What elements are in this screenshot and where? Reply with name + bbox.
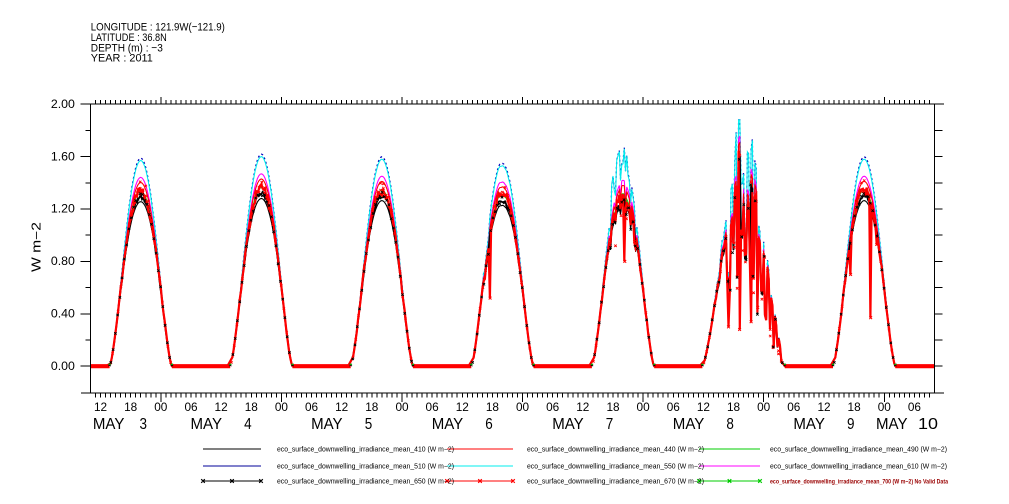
svg-text:18: 18 xyxy=(727,400,741,414)
svg-text:0.40: 0.40 xyxy=(51,308,75,321)
svg-text:MAY: MAY xyxy=(93,416,125,433)
svg-text:DEPTH (m) : −3: DEPTH (m) : −3 xyxy=(91,42,163,54)
svg-text:W m−2: W m−2 xyxy=(30,222,44,272)
svg-text:00: 00 xyxy=(637,400,651,414)
svg-text:18: 18 xyxy=(486,400,500,414)
svg-text:00: 00 xyxy=(878,400,892,414)
svg-text:18: 18 xyxy=(606,400,620,414)
svg-text:18: 18 xyxy=(848,400,862,414)
svg-text:MAY: MAY xyxy=(793,416,825,433)
svg-text:0.80: 0.80 xyxy=(51,255,75,268)
svg-text:eco_surface_downwelling_irradi: eco_surface_downwelling_irradiance_mean_… xyxy=(527,446,704,454)
svg-text:12: 12 xyxy=(817,400,830,414)
svg-text:00: 00 xyxy=(757,400,771,414)
svg-text:eco_surface_downwelling_irradi: eco_surface_downwelling_irradiance_mean_… xyxy=(770,478,948,485)
svg-text:LATITUDE : 36.8N: LATITUDE : 36.8N xyxy=(91,32,167,44)
svg-text:12: 12 xyxy=(335,400,348,414)
svg-text:MAY: MAY xyxy=(552,416,584,433)
svg-text:6: 6 xyxy=(485,416,493,433)
svg-text:10: 10 xyxy=(918,416,938,433)
svg-text:MAY: MAY xyxy=(191,416,223,433)
svg-text:eco_surface_downwelling_irradi: eco_surface_downwelling_irradiance_mean_… xyxy=(770,463,947,471)
svg-text:06: 06 xyxy=(184,400,198,414)
svg-text:00: 00 xyxy=(516,400,530,414)
svg-text:5: 5 xyxy=(365,416,373,433)
svg-text:7: 7 xyxy=(606,416,614,433)
svg-text:MAY: MAY xyxy=(673,416,705,433)
svg-text:18: 18 xyxy=(245,400,259,414)
svg-text:1.20: 1.20 xyxy=(51,203,75,216)
svg-text:12: 12 xyxy=(697,400,710,414)
svg-text:12: 12 xyxy=(456,400,469,414)
svg-text:18: 18 xyxy=(365,400,379,414)
svg-text:06: 06 xyxy=(426,400,440,414)
svg-text:06: 06 xyxy=(787,400,801,414)
svg-text:12: 12 xyxy=(215,400,228,414)
svg-text:06: 06 xyxy=(908,400,922,414)
svg-text:3: 3 xyxy=(140,416,148,433)
svg-text:YEAR : 2011: YEAR : 2011 xyxy=(91,53,153,65)
svg-text:9: 9 xyxy=(847,416,855,433)
svg-text:eco_surface_downwelling_irradi: eco_surface_downwelling_irradiance_mean_… xyxy=(277,463,454,471)
svg-text:eco_surface_downwelling_irradi: eco_surface_downwelling_irradiance_mean_… xyxy=(277,446,454,454)
svg-text:12: 12 xyxy=(94,400,107,414)
svg-text:06: 06 xyxy=(305,400,319,414)
svg-text:0.00: 0.00 xyxy=(51,360,75,373)
svg-text:4: 4 xyxy=(244,416,252,433)
svg-text:eco_surface_downwelling_irradi: eco_surface_downwelling_irradiance_mean_… xyxy=(277,478,454,486)
svg-text:06: 06 xyxy=(667,400,681,414)
svg-text:eco_surface_downwelling_irradi: eco_surface_downwelling_irradiance_mean_… xyxy=(770,446,947,454)
svg-text:LONGITUDE : 121.9W(−121.9): LONGITUDE : 121.9W(−121.9) xyxy=(91,22,225,34)
svg-text:00: 00 xyxy=(154,400,168,414)
svg-text:1.60: 1.60 xyxy=(51,150,75,163)
svg-text:MAY: MAY xyxy=(432,416,464,433)
svg-text:00: 00 xyxy=(275,400,289,414)
svg-text:00: 00 xyxy=(395,400,409,414)
svg-text:MAY: MAY xyxy=(876,416,908,433)
svg-text:MAY: MAY xyxy=(311,416,343,433)
svg-text:12: 12 xyxy=(576,400,589,414)
svg-text:eco_surface_downwelling_irradi: eco_surface_downwelling_irradiance_mean_… xyxy=(527,463,704,471)
svg-text:eco_surface_downwelling_irradi: eco_surface_downwelling_irradiance_mean_… xyxy=(527,478,704,486)
svg-text:2.00: 2.00 xyxy=(51,98,75,111)
svg-text:8: 8 xyxy=(726,416,734,433)
svg-text:06: 06 xyxy=(546,400,560,414)
svg-text:18: 18 xyxy=(124,400,138,414)
